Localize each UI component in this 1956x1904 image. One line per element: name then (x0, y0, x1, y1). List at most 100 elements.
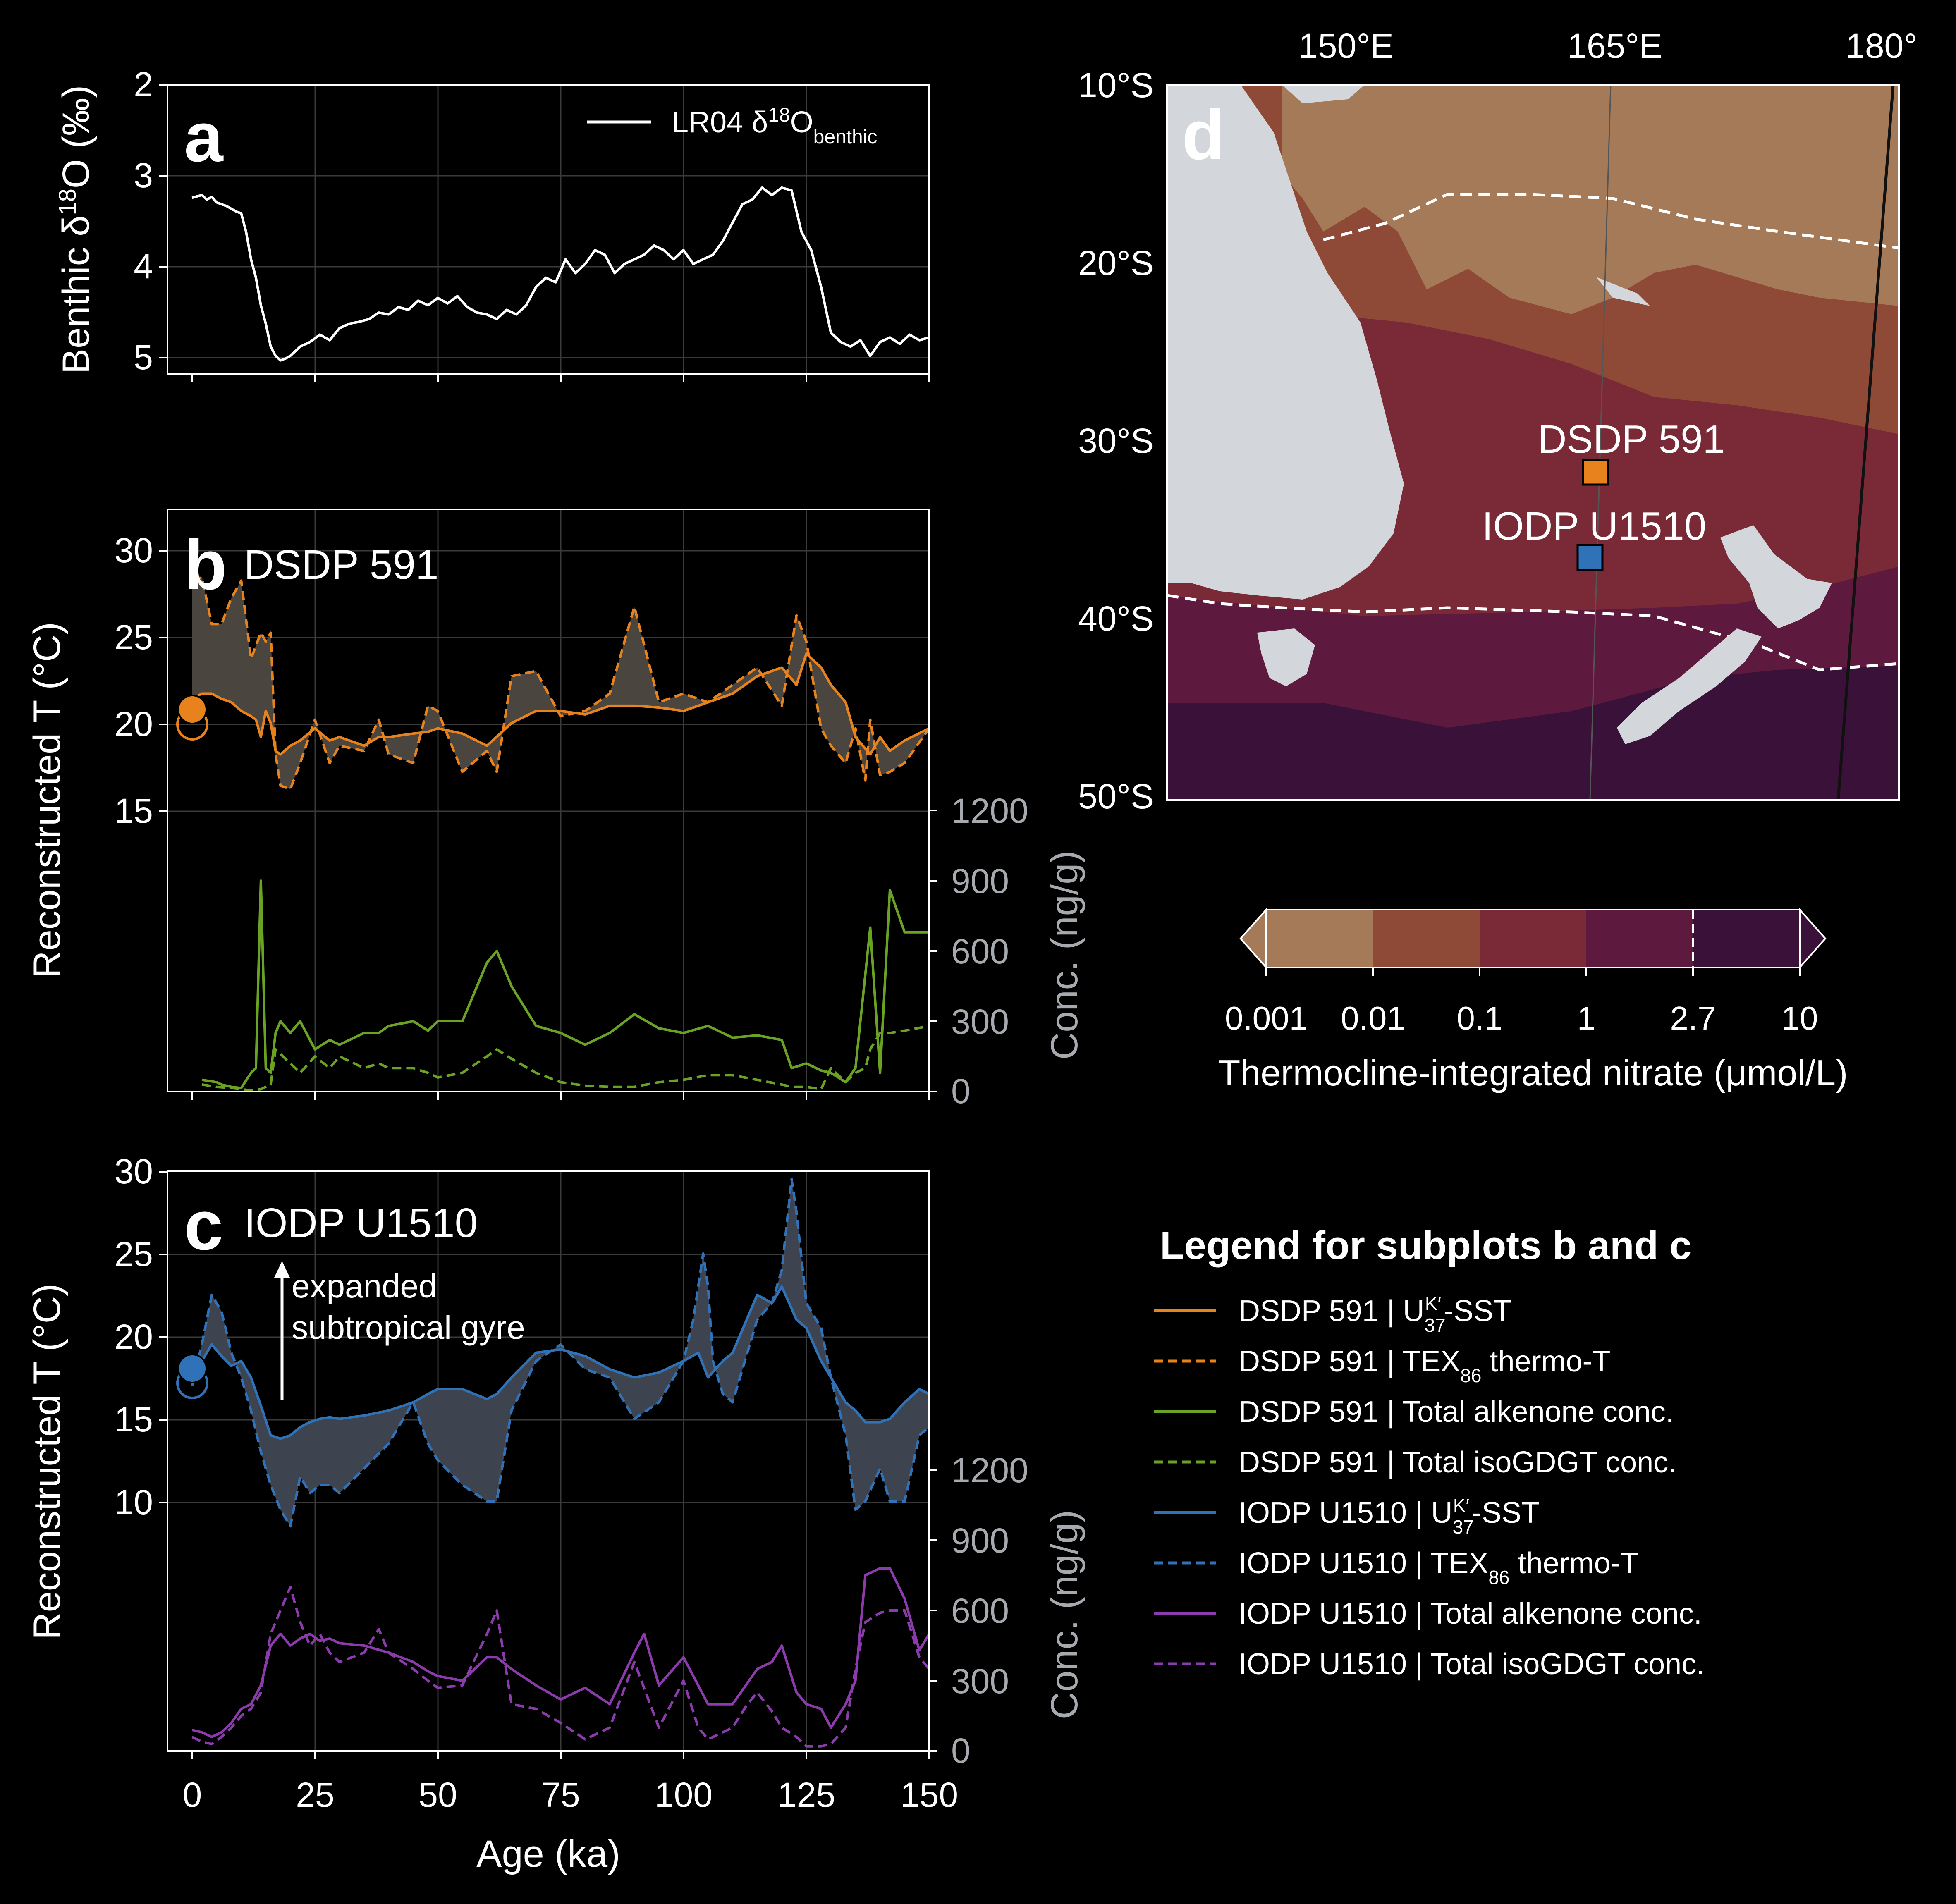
meridian-165 (1589, 85, 1612, 800)
series-line-iodp-uk37 (191, 1285, 930, 1440)
panel-a: 2 3 4 5 Benthic δ18O (‰) a LR04 δ18Obent… (54, 65, 930, 382)
temperature-difference-fill-b (192, 577, 929, 789)
ytick-b-25: 25 (115, 618, 153, 657)
conc-tick-c-1200: 1200 (951, 1451, 1028, 1490)
colorbar-bin-5 (1693, 910, 1800, 968)
series-line-dsdp-isogdgt (201, 1025, 930, 1092)
conc-tick-c-0: 0 (951, 1731, 971, 1770)
legend-label-iodp-alkenone: IODP U1510 | Total alkenone conc. (1239, 1597, 1702, 1630)
conc-tick-b-900: 900 (951, 862, 1009, 901)
colorbar-extend-left (1239, 907, 1267, 970)
map-frame (1166, 84, 1900, 801)
conc-label-b: Conc. (ng/g) (1043, 850, 1086, 1060)
legend-title: Legend for subplots b and c (1160, 1223, 1691, 1268)
tasmania-landmass (1257, 628, 1315, 686)
conc-tick-b-600: 600 (951, 932, 1009, 971)
dateline-meridian (1836, 85, 1895, 800)
lon-tick-150E: 150°E (1298, 26, 1394, 65)
australia-landmass (1167, 85, 1404, 600)
lines-b (191, 576, 930, 1092)
annotation-arrow-head (274, 1261, 290, 1278)
colorbar-label: Thermocline-integrated nitrate (μmol/L) (1218, 1052, 1848, 1093)
panel-c: 30 25 20 15 10 1200 900 600 300 0 Recons… (26, 1152, 1086, 1875)
colorbar-tick-1: 1 (1577, 1000, 1596, 1037)
ytick-a-5: 5 (134, 338, 153, 377)
lines-a (191, 186, 930, 362)
ytick-b-15: 15 (115, 791, 153, 830)
legend-label-dsdp-tex86: DSDP 591 | TEX86 thermo-T (1239, 1345, 1611, 1386)
map-panel: d 150°E 165°E 180° 10°S 20°S 30°S 40°S 5… (1078, 26, 1918, 816)
xtick-125: 125 (777, 1775, 835, 1814)
site-marker-dsdp-591 (1582, 459, 1609, 486)
ytick-a-4: 4 (134, 247, 153, 286)
colorbar-bin-1 (1266, 910, 1373, 968)
series-line-dsdp-uk37 (191, 652, 930, 756)
ytick-b-30: 30 (115, 531, 153, 570)
conc-tick-b-0: 0 (951, 1072, 971, 1111)
new-zealand-south-island (1617, 628, 1762, 744)
xtick-50: 50 (418, 1775, 457, 1814)
ylabel-a: Benthic δ18O (‰) (54, 85, 98, 374)
colorbar-bin-2 (1373, 910, 1480, 968)
lon-tick-180: 180° (1846, 26, 1918, 65)
core-top-marker-dsdp (177, 695, 207, 724)
nitrate-band-0p001 (1282, 85, 1899, 314)
axes-frame-b (167, 509, 930, 1092)
colorbar-tick-0p01: 0.01 (1341, 1000, 1405, 1037)
annotation-line-1: expanded (292, 1268, 437, 1304)
panel-title-b: DSDP 591 (244, 542, 439, 588)
ytick-b-20: 20 (115, 705, 153, 743)
conc-tick-c-300: 300 (951, 1662, 1009, 1701)
xtick-75: 75 (541, 1775, 580, 1814)
lat-tick-30S: 30°S (1078, 421, 1154, 460)
xtick-0: 0 (183, 1775, 202, 1814)
legend-label-iodp-tex86: IODP U1510 | TEX86 thermo-T (1239, 1547, 1639, 1588)
panel-letter-a: a (184, 98, 224, 177)
map-field (1167, 85, 1899, 800)
conc-tick-b-300: 300 (951, 1002, 1009, 1041)
new-guinea-landmass (1282, 85, 1365, 103)
conc-tick-c-900: 900 (951, 1521, 1009, 1560)
lat-tick-40S: 40°S (1078, 599, 1154, 638)
series-line-dsdp-alkenone (201, 879, 929, 1089)
series-line-dsdp-tex86 (191, 576, 930, 791)
ytick-c-25: 25 (115, 1235, 153, 1273)
conc-label-c: Conc. (ng/g) (1043, 1510, 1086, 1719)
panel-letter-b: b (184, 526, 227, 604)
legend-label-dsdp-isogdgt: DSDP 591 | Total isoGDGT conc. (1239, 1446, 1676, 1479)
conc-tick-b-1200: 1200 (951, 791, 1028, 830)
legend-label-dsdp-alkenone: DSDP 591 | Total alkenone conc. (1239, 1395, 1674, 1429)
colorbar-extend-right (1799, 907, 1827, 970)
axes-frame-a (167, 84, 930, 375)
series-line-lr04 (191, 186, 930, 362)
site-label-iodp-u1510: IODP U1510 (1482, 504, 1707, 548)
ytick-c-15: 15 (115, 1400, 153, 1439)
panel-b: 30 25 20 15 1200 900 600 300 0 Reconstru… (26, 509, 1086, 1111)
legend-label-lr04: LR04 δ18Obenthic (672, 104, 877, 148)
colorbar-bin-3 (1480, 910, 1586, 968)
colorbar-tick-2p7: 2.7 (1670, 1000, 1716, 1037)
xlabel: Age (ka) (476, 1833, 620, 1875)
xtick-25: 25 (296, 1775, 334, 1814)
fill-area-dsdp (192, 577, 929, 789)
ytick-a-3: 3 (134, 156, 153, 195)
ylabel-c: Reconstructed T (°C) (26, 1283, 68, 1640)
annotation-line-2: subtropical gyre (292, 1309, 525, 1346)
ytick-c-10: 10 (115, 1483, 153, 1522)
ytick-a-2: 2 (134, 65, 153, 104)
lat-tick-20S: 20°S (1078, 244, 1154, 282)
site-label-dsdp-591: DSDP 591 (1538, 417, 1725, 461)
xtick-100: 100 (655, 1775, 713, 1814)
conc-tick-c-600: 600 (951, 1591, 1009, 1630)
contour-2p7-north (1323, 193, 1899, 250)
panel-letter-c: c (184, 1186, 223, 1265)
legend-label-dsdp-uk37: DSDP 591 | U37K′-SST (1239, 1293, 1511, 1336)
site-marker-iodp-u1510 (1576, 544, 1604, 571)
axes-frame-c (167, 1170, 930, 1752)
series-line-iodp-isogdgt (191, 1586, 930, 1748)
yticks-a (159, 84, 930, 382)
colorbar-tick-10: 10 (1781, 1000, 1818, 1037)
contour-2p7-south (1167, 594, 1899, 671)
colorbar-tick-0p1: 0.1 (1456, 1000, 1502, 1037)
